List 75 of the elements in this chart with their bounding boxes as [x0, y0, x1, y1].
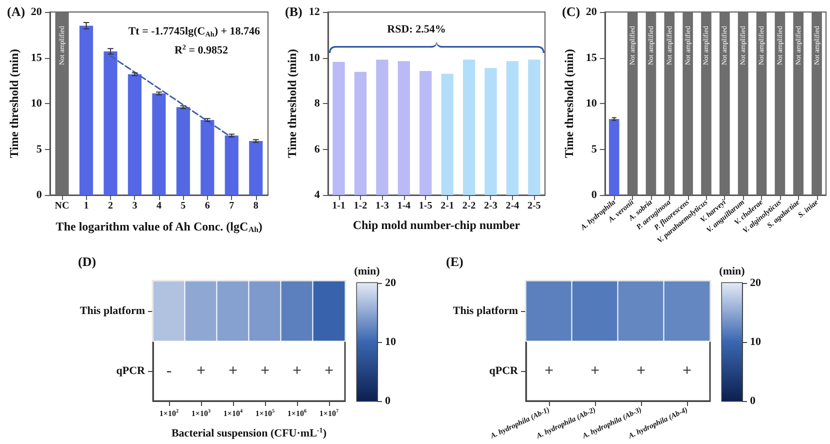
text: +	[292, 362, 302, 380]
bar	[152, 93, 166, 195]
y-tick-label: 12	[308, 6, 320, 18]
x-tick-label: 2-5	[527, 200, 541, 212]
text: +	[544, 362, 554, 380]
x-tick-label: 2	[108, 200, 113, 212]
y-tick-label: qPCR	[116, 364, 146, 377]
text: +	[590, 362, 600, 380]
bar	[128, 74, 142, 195]
text: +	[636, 362, 646, 380]
bar	[79, 26, 94, 195]
chart-title: (A)	[7, 4, 26, 19]
chart-title: (C)	[562, 4, 580, 19]
x-tick-label: 1	[84, 200, 89, 212]
color-bar-label: 0	[750, 395, 756, 407]
x-tick-label: 4	[156, 200, 162, 212]
color-bar-title: (min)	[354, 266, 380, 278]
y-tick-label: 0	[36, 189, 42, 201]
annotation: RSD: 2.54%	[387, 24, 446, 36]
chart-title: (D)	[78, 254, 96, 269]
text: -	[166, 362, 172, 380]
y-axis-title: Time threshold (min)	[285, 49, 299, 158]
x-tick-label: 5	[180, 200, 186, 212]
y-tick-label: This platform	[452, 305, 518, 317]
color-bar-label: 10	[385, 336, 396, 348]
y-tick-label: qPCR	[489, 365, 520, 377]
text: +	[260, 362, 270, 380]
y-tick-label: 10	[30, 98, 42, 110]
y-axis-title: Time threshold (min)	[562, 49, 576, 158]
text: +	[196, 362, 206, 380]
bar	[55, 12, 69, 195]
x-tick-label: 1-4	[397, 200, 411, 212]
y-axis-title: Time threshold (min)	[7, 49, 21, 158]
x-tick-label: 2-4	[506, 200, 520, 212]
bar	[176, 107, 190, 195]
y-tick-label: This platform	[80, 304, 145, 317]
x-tick-label: 3	[132, 200, 138, 212]
bar	[104, 51, 118, 195]
x-axis-title: Chip mold number-chip number	[352, 218, 521, 232]
x-tick-label: 1-5	[418, 200, 432, 212]
y-tick-label: 5	[36, 143, 42, 156]
y-tick-label: 5	[591, 143, 598, 156]
bar	[200, 120, 214, 195]
x-tick-label: 2-1	[440, 200, 454, 212]
x-tick-label: 1-3	[376, 200, 389, 212]
text: +	[324, 362, 334, 380]
y-tick-label: 15	[30, 52, 42, 64]
y-tick-label: 20	[586, 6, 598, 18]
bar	[249, 141, 263, 195]
x-tick-label: 2-3	[484, 200, 498, 212]
x-tick-label: 1-1	[332, 200, 346, 212]
color-bar-label: 20	[385, 277, 396, 289]
color-bar-label: 10	[750, 336, 762, 348]
x-tick-label: NC	[54, 200, 70, 212]
y-tick-label: 0	[591, 189, 598, 201]
color-bar-label: 0	[385, 395, 391, 407]
x-tick-label: 1-2	[354, 200, 368, 212]
y-tick-label: 8	[314, 98, 320, 110]
x-tick-label: 7	[229, 200, 234, 212]
y-tick-label: 10	[308, 52, 320, 64]
y-tick-label: 10	[586, 98, 598, 110]
color-bar-title: (min)	[719, 266, 746, 278]
text: +	[228, 362, 238, 380]
y-tick-label: 20	[30, 6, 42, 18]
bar	[224, 136, 238, 195]
chart-title: (B)	[285, 4, 302, 19]
y-tick-label: 15	[586, 52, 598, 64]
color-bar-label: 20	[750, 277, 762, 289]
x-tick-label: 6	[204, 200, 210, 212]
y-tick-label: 4	[314, 189, 320, 201]
chart-title: (E)	[446, 254, 464, 269]
x-tick-label: 8	[253, 200, 258, 212]
y-tick-label: 6	[314, 143, 320, 156]
x-tick-label: 2-2	[462, 200, 476, 212]
text: +	[682, 362, 692, 380]
